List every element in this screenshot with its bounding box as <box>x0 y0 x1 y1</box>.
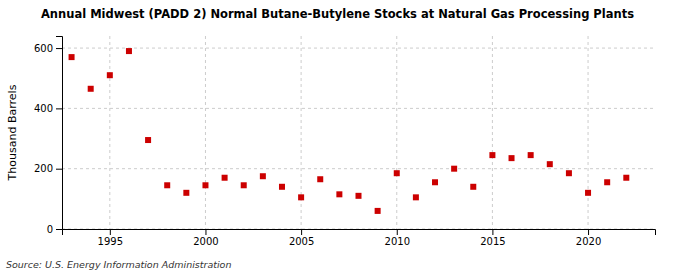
point <box>241 182 247 188</box>
point <box>298 194 304 200</box>
x-tick-mark <box>492 229 493 235</box>
x-tick-mark <box>301 229 302 235</box>
y-tick-mark <box>56 229 62 230</box>
x-tick: 2000 <box>193 229 218 247</box>
x-tick: 1995 <box>98 229 123 247</box>
points <box>69 48 630 214</box>
x-tick: 2020 <box>576 229 601 247</box>
x-tick-mark <box>110 229 111 235</box>
point <box>470 184 476 190</box>
point <box>222 175 228 181</box>
grid <box>62 36 655 229</box>
x-tick-mark <box>588 229 589 235</box>
y-tick-mark <box>56 108 62 109</box>
point <box>356 193 362 199</box>
x-grid-line <box>588 36 589 229</box>
point <box>413 194 419 200</box>
point <box>88 86 94 92</box>
point <box>509 155 515 161</box>
x-tick: 2015 <box>480 229 505 247</box>
point <box>336 191 342 197</box>
x-grid-line <box>109 36 110 229</box>
x-tick-label: 1995 <box>98 236 123 247</box>
x-tick-label: 2000 <box>193 236 218 247</box>
y-tick: 600 <box>34 43 62 54</box>
point <box>145 137 151 143</box>
x-axis: 1995 2000 2005 2010 2015 2020 <box>63 229 656 247</box>
point <box>585 190 591 196</box>
y-tick: 400 <box>34 103 62 114</box>
y-tick-label: 0 <box>47 224 53 235</box>
source: Source: U.S. Energy Information Administ… <box>6 259 231 270</box>
y-tick-mark <box>56 169 62 170</box>
point <box>528 152 534 158</box>
y-grid-line <box>62 108 655 109</box>
point <box>432 179 438 185</box>
y-tick-mark <box>56 48 62 49</box>
x-tick-mark <box>397 229 398 235</box>
x-tick: 2010 <box>385 229 410 247</box>
x-axis-line <box>63 230 656 236</box>
point <box>126 48 132 54</box>
point <box>260 173 266 179</box>
x-tick-label: 2005 <box>289 236 314 247</box>
point <box>604 179 610 185</box>
x-tick-label: 2020 <box>576 236 601 247</box>
x-tick-label: 2015 <box>480 236 505 247</box>
y-grid-line <box>62 48 655 49</box>
y-tick: 200 <box>34 163 62 174</box>
y-grid-line <box>62 168 655 169</box>
point <box>394 170 400 176</box>
plot-area: 1995 2000 2005 2010 2015 2020 0 200 400 600 <box>34 36 656 247</box>
point <box>317 176 323 182</box>
point <box>164 182 170 188</box>
chart: 1995 2000 2005 2010 2015 2020 0 200 400 600 Annual… <box>0 0 675 275</box>
x-tick: 2005 <box>289 229 314 247</box>
y-tick-label: 400 <box>34 103 53 114</box>
point <box>547 161 553 167</box>
y-axis-label: Thousand Barrels <box>6 84 19 181</box>
point <box>202 182 208 188</box>
y-tick-label: 600 <box>34 43 53 54</box>
y-tick-label: 200 <box>34 163 53 174</box>
point <box>451 166 457 172</box>
title: Annual Midwest (PADD 2) Normal Butane-Bu… <box>41 7 634 21</box>
point <box>623 175 629 181</box>
point <box>566 170 572 176</box>
x-tick-label: 2010 <box>385 236 410 247</box>
point <box>183 190 189 196</box>
point <box>489 152 495 158</box>
y-axis: 0 200 400 600 <box>34 37 63 235</box>
point <box>107 72 113 78</box>
x-tick-mark <box>205 229 206 235</box>
point <box>375 208 381 214</box>
point <box>69 54 75 60</box>
point <box>279 184 285 190</box>
x-grid-line <box>492 36 493 229</box>
y-tick: 0 <box>47 224 62 235</box>
x-grid-line <box>205 36 206 229</box>
y-axis-line <box>56 37 63 230</box>
x-grid-line <box>396 36 397 229</box>
